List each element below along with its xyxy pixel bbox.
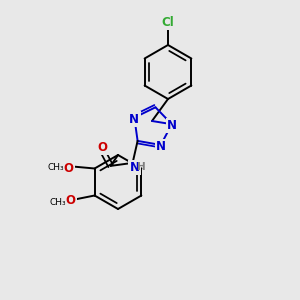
Text: N: N xyxy=(156,140,166,153)
Text: CH₃: CH₃ xyxy=(49,198,66,207)
Text: N: N xyxy=(129,112,139,126)
Text: Cl: Cl xyxy=(162,16,174,29)
Text: CH₃: CH₃ xyxy=(47,163,64,172)
Text: O: O xyxy=(98,141,108,154)
Text: H: H xyxy=(137,162,146,172)
Text: N: N xyxy=(167,119,177,132)
Text: O: O xyxy=(66,194,76,208)
Text: O: O xyxy=(64,161,74,175)
Text: N: N xyxy=(130,161,140,174)
